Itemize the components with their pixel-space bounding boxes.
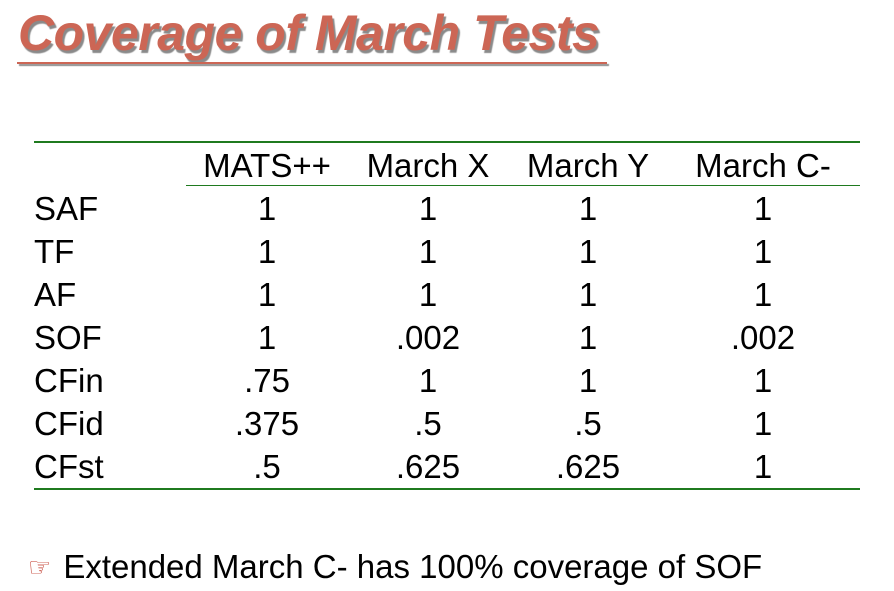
footnote: ☞ Extended March C- has 100% coverage of … [28, 548, 762, 586]
table-cell: 1 [257, 190, 277, 227]
table-cell: 1 [257, 233, 277, 270]
coverage-table: MATS++ March X March Y March C- SAF 1 1 … [34, 144, 858, 488]
table-cell: 1 [418, 233, 438, 270]
table-cell: 1 [578, 233, 598, 270]
table-cell: .002 [395, 319, 461, 356]
table-cell: 1 [578, 319, 598, 356]
table-cell: .5 [253, 448, 281, 485]
table-row: CFid .375 .5 .5 1 [34, 402, 858, 445]
table-cell: 1 [753, 276, 773, 313]
table-cell: .375 [234, 405, 300, 442]
table-row: AF 1 1 1 1 [34, 273, 858, 316]
row-label: CFid [34, 405, 104, 442]
table-cell: .75 [244, 362, 290, 399]
header-corner [34, 144, 186, 187]
title-underline [17, 62, 607, 64]
table-cell: 1 [257, 319, 277, 356]
table-cell: .625 [395, 448, 461, 485]
table-cell: 1 [578, 276, 598, 313]
row-label: CFst [34, 448, 104, 485]
column-header-march-y: March Y [526, 147, 650, 184]
table-cell: 1 [753, 405, 773, 442]
table-cell: 1 [753, 448, 773, 485]
table-cell: .002 [730, 319, 796, 356]
table-bottom-rule [34, 488, 860, 490]
table-row: CFst .5 .625 .625 1 [34, 445, 858, 488]
table-row: SOF 1 .002 1 .002 [34, 316, 858, 359]
column-header-mats: MATS++ [203, 147, 331, 184]
row-label: CFin [34, 362, 104, 399]
table-cell: 1 [418, 362, 438, 399]
table-row: CFin .75 1 1 1 [34, 359, 858, 402]
column-header-march-c: March C- [695, 147, 831, 184]
row-label: SOF [34, 319, 102, 356]
table-header-row: MATS++ March X March Y March C- [34, 144, 858, 187]
table-row: SAF 1 1 1 1 [34, 187, 858, 230]
table-cell: 1 [578, 190, 598, 227]
table-cell: 1 [418, 190, 438, 227]
table-cell: .5 [574, 405, 602, 442]
table-cell: 1 [753, 233, 773, 270]
table-top-rule [34, 141, 860, 143]
table-header-rule [186, 185, 860, 186]
row-label: AF [34, 276, 77, 313]
column-header-march-x: March X [366, 147, 490, 184]
row-label: TF [34, 233, 75, 270]
table-cell: 1 [257, 276, 277, 313]
row-label: SAF [34, 190, 99, 227]
table-cell: 1 [578, 362, 598, 399]
table-row: TF 1 1 1 1 [34, 230, 858, 273]
table-cell: 1 [753, 190, 773, 227]
footnote-text: Extended March C- has 100% coverage of S… [63, 548, 763, 585]
pointing-hand-icon: ☞ [28, 552, 52, 582]
table-cell: 1 [753, 362, 773, 399]
table-cell: 1 [418, 276, 438, 313]
table-cell: .625 [555, 448, 621, 485]
page-title: Coverage of March Tests [18, 5, 600, 61]
table-cell: .5 [414, 405, 442, 442]
